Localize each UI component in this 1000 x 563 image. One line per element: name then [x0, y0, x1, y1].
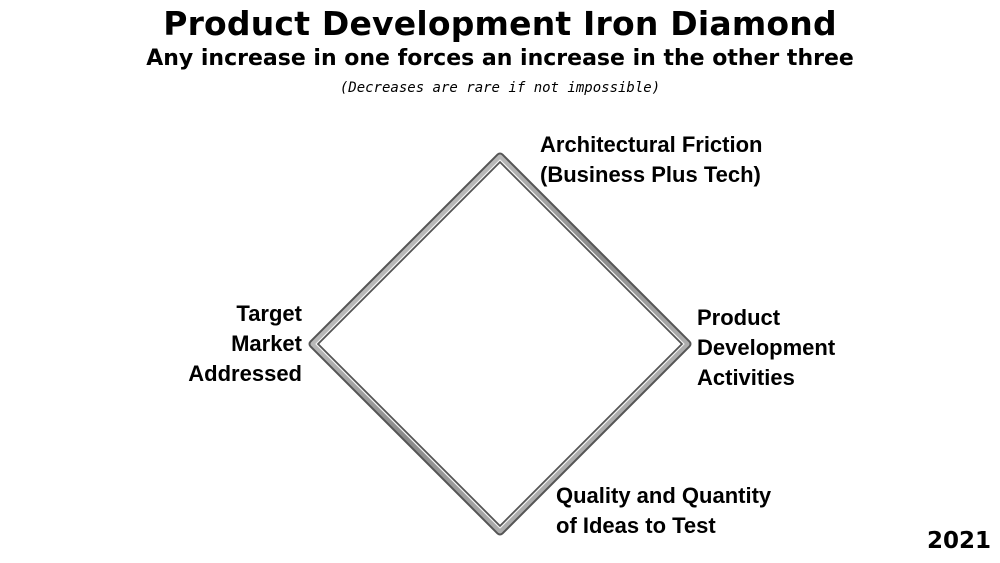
label-line: Development [697, 335, 836, 360]
diamond-outline-outer [308, 152, 692, 536]
label-line: Quality and Quantity [556, 483, 772, 508]
year-label: 2021 [926, 528, 991, 554]
diamond-outline-inner [310, 154, 690, 534]
label-line: of Ideas to Test [556, 513, 716, 538]
slide-title: Product Development Iron Diamond [163, 4, 837, 43]
label-line: Target [236, 301, 302, 326]
diamond-label-top: Architectural Friction (Business Plus Te… [540, 130, 762, 190]
diamond-outline-highlight [315, 159, 685, 529]
label-line: Activities [697, 365, 795, 390]
label-line: Product [697, 305, 781, 330]
label-line: Architectural Friction [540, 132, 763, 157]
label-line: (Business Plus Tech) [540, 162, 761, 187]
slide-subtitle: Any increase in one forces an increase i… [146, 46, 854, 71]
label-line: Addressed [188, 361, 302, 386]
diamond-label-bottom: Quality and Quantity of Ideas to Test [556, 481, 771, 541]
label-line: Market [231, 331, 302, 356]
slide-note: (Decreases are rare if not impossible) [339, 80, 661, 96]
diamond-label-left: Target Market Addressed [150, 299, 302, 389]
diamond-label-right: Product Development Activities [697, 303, 835, 393]
